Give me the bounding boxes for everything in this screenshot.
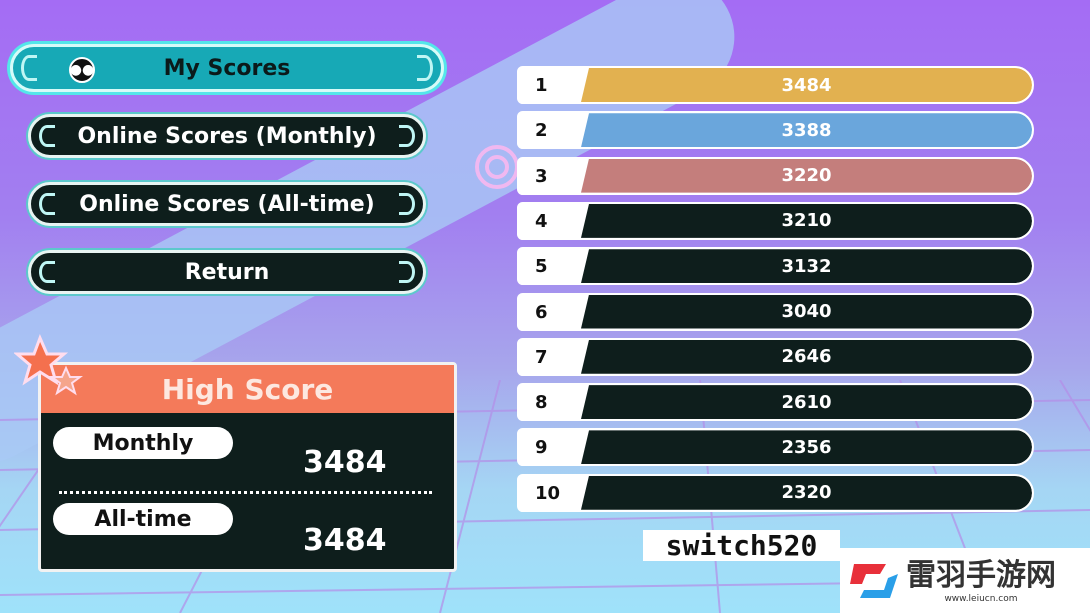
leaderboard-row: 1 3484 bbox=[517, 66, 1034, 104]
score-value: 2646 bbox=[781, 346, 832, 368]
return-button[interactable]: Return bbox=[28, 250, 426, 294]
bracket-left-icon bbox=[21, 55, 37, 81]
button-label: Online Scores (Monthly) bbox=[77, 123, 377, 149]
ring-decoration bbox=[475, 145, 519, 189]
bracket-left-icon bbox=[39, 193, 55, 215]
leaderboard-row: 2 3388 bbox=[517, 111, 1034, 150]
button-label: Return bbox=[184, 259, 270, 285]
bracket-right-icon bbox=[417, 55, 433, 81]
score-value: 2610 bbox=[781, 391, 832, 413]
leaderboard-row: 4 3210 bbox=[517, 201, 1034, 240]
score-bar: 3484 bbox=[581, 68, 1032, 102]
site-name: 雷羽手游网 bbox=[906, 557, 1056, 593]
my-scores-label: My Scores bbox=[163, 55, 291, 81]
score-value: 3132 bbox=[781, 255, 832, 277]
star-icon bbox=[14, 334, 83, 396]
monthly-value: 3484 bbox=[303, 445, 387, 480]
rank-number: 9 bbox=[535, 437, 548, 459]
rank-number: 1 bbox=[535, 75, 548, 96]
score-bar: 2646 bbox=[581, 339, 1032, 374]
score-bar: 3040 bbox=[581, 294, 1032, 329]
rank-number: 10 bbox=[535, 482, 561, 504]
bracket-right-icon bbox=[399, 125, 415, 147]
rank-number: 8 bbox=[535, 392, 548, 414]
score-value: 3040 bbox=[781, 301, 832, 322]
leaderboard-row: 3 3220 bbox=[517, 156, 1034, 195]
rank-number: 6 bbox=[535, 301, 548, 323]
switch520-watermark: switch520 bbox=[643, 529, 840, 562]
my-scores-tab[interactable]: ●● My Scores bbox=[10, 44, 444, 92]
leaderboard-row: 10 2320 bbox=[517, 473, 1034, 512]
score-bar: 2320 bbox=[581, 475, 1032, 510]
alltime-value: 3484 bbox=[303, 523, 387, 558]
high-score-title: High Score bbox=[41, 365, 454, 413]
leaderboard-row: 7 2646 bbox=[517, 337, 1034, 376]
score-value: 2356 bbox=[781, 436, 832, 458]
rank-number: 7 bbox=[535, 346, 548, 368]
score-value: 2320 bbox=[781, 482, 832, 504]
rank-number: 2 bbox=[535, 120, 548, 142]
score-value: 3220 bbox=[781, 165, 832, 187]
rank-number: 3 bbox=[535, 165, 548, 187]
online-scores-monthly-button[interactable]: Online Scores (Monthly) bbox=[28, 114, 426, 158]
score-bar: 3210 bbox=[581, 203, 1032, 238]
score-bar: 3220 bbox=[581, 158, 1032, 193]
score-bar: 2356 bbox=[581, 430, 1032, 465]
score-value: 3484 bbox=[781, 74, 832, 96]
rank-number: 4 bbox=[535, 210, 548, 232]
score-value: 3388 bbox=[781, 119, 832, 141]
bracket-left-icon bbox=[39, 261, 55, 283]
score-bar: 2610 bbox=[581, 385, 1032, 420]
leaderboard-row: 8 2610 bbox=[517, 383, 1034, 422]
leaderboard-row: 6 3040 bbox=[517, 292, 1034, 331]
site-watermark: 雷羽手游网 www.leiucn.com bbox=[840, 548, 1090, 613]
leaderboard-row: 9 2356 bbox=[517, 428, 1034, 467]
rank-number: 5 bbox=[535, 256, 548, 278]
score-value: 3210 bbox=[781, 210, 832, 232]
divider bbox=[59, 491, 432, 494]
leaderboard-row: 5 3132 bbox=[517, 247, 1034, 286]
mask-icon: ●● bbox=[69, 57, 95, 83]
score-bar: 3388 bbox=[581, 113, 1032, 148]
bracket-left-icon bbox=[39, 125, 55, 147]
high-score-panel: High Score Monthly 3484 All-time 3484 bbox=[38, 362, 457, 572]
site-logo-icon bbox=[850, 563, 898, 598]
online-scores-alltime-button[interactable]: Online Scores (All-time) bbox=[28, 182, 426, 226]
score-bar: 3132 bbox=[581, 249, 1032, 284]
site-url: www.leiucn.com bbox=[944, 593, 1018, 604]
monthly-label: Monthly bbox=[53, 427, 233, 459]
button-label: Online Scores (All-time) bbox=[79, 191, 375, 217]
bracket-right-icon bbox=[399, 261, 415, 283]
alltime-label: All-time bbox=[53, 503, 233, 535]
bracket-right-icon bbox=[399, 193, 415, 215]
